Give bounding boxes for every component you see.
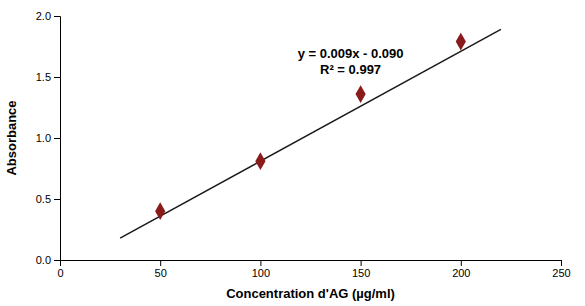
x-axis: 0 50 100 150 200 250 bbox=[57, 260, 570, 279]
x-tick-label: 200 bbox=[452, 267, 470, 279]
x-tick-mark bbox=[160, 260, 161, 266]
x-axis-title: Concentration d'AG (µg/ml) bbox=[226, 286, 395, 301]
y-tick-label: 0.5 bbox=[36, 193, 51, 205]
annotation-line: R² = 0.997 bbox=[320, 62, 381, 77]
y-tick-label: 1.5 bbox=[36, 71, 51, 83]
y-tick-mark bbox=[54, 260, 60, 261]
y-axis-title: Absorbance bbox=[4, 100, 19, 175]
x-tick: 50 bbox=[155, 260, 167, 279]
x-tick: 0 bbox=[57, 260, 63, 279]
x-tick-label: 0 bbox=[57, 267, 63, 279]
y-tick-mark bbox=[54, 77, 60, 78]
data-point bbox=[456, 33, 466, 51]
y-tick-label: 0.0 bbox=[36, 254, 51, 266]
y-tick: 1.5 bbox=[36, 71, 60, 83]
y-tick-label: 1.0 bbox=[36, 132, 51, 144]
x-tick-label: 150 bbox=[352, 267, 370, 279]
y-tick: 0.5 bbox=[36, 193, 60, 205]
x-tick-mark bbox=[260, 260, 261, 266]
annotation-line: y = 0.009x - 0.090 bbox=[298, 46, 404, 61]
x-tick: 100 bbox=[252, 260, 270, 279]
x-tick-mark bbox=[361, 260, 362, 266]
x-tick-label: 100 bbox=[252, 267, 270, 279]
data-point bbox=[356, 85, 366, 103]
y-tick: 0.0 bbox=[36, 254, 60, 266]
data-point bbox=[155, 202, 165, 220]
y-tick-label: 2.0 bbox=[36, 10, 51, 22]
x-tick: 150 bbox=[352, 260, 370, 279]
x-tick-mark bbox=[461, 260, 462, 266]
x-tick-label: 50 bbox=[155, 267, 167, 279]
trend-line bbox=[120, 29, 501, 238]
y-tick-mark bbox=[54, 138, 60, 139]
y-tick: 1.0 bbox=[36, 132, 60, 144]
x-tick: 200 bbox=[452, 260, 470, 279]
y-tick: 2.0 bbox=[36, 10, 60, 22]
annotation: y = 0.009x - 0.090R² = 0.997 bbox=[298, 46, 404, 77]
y-tick-mark bbox=[54, 199, 60, 200]
plot: 0 50 100 150 200 250 0.0 0.5 1.0 1.5 2.0 bbox=[36, 10, 571, 279]
x-tick-label: 250 bbox=[552, 267, 570, 279]
y-tick-mark bbox=[54, 16, 60, 17]
x-axis-line bbox=[61, 261, 562, 267]
x-tick-mark bbox=[561, 260, 562, 266]
x-tick: 250 bbox=[552, 260, 570, 279]
chart: 0 50 100 150 200 250 0.0 0.5 1.0 1.5 2.0 Concentrat… bbox=[0, 0, 585, 306]
marks bbox=[120, 29, 501, 238]
data-point bbox=[255, 152, 265, 170]
y-axis: 0.0 0.5 1.0 1.5 2.0 bbox=[36, 10, 61, 266]
y-axis-line bbox=[54, 17, 61, 261]
